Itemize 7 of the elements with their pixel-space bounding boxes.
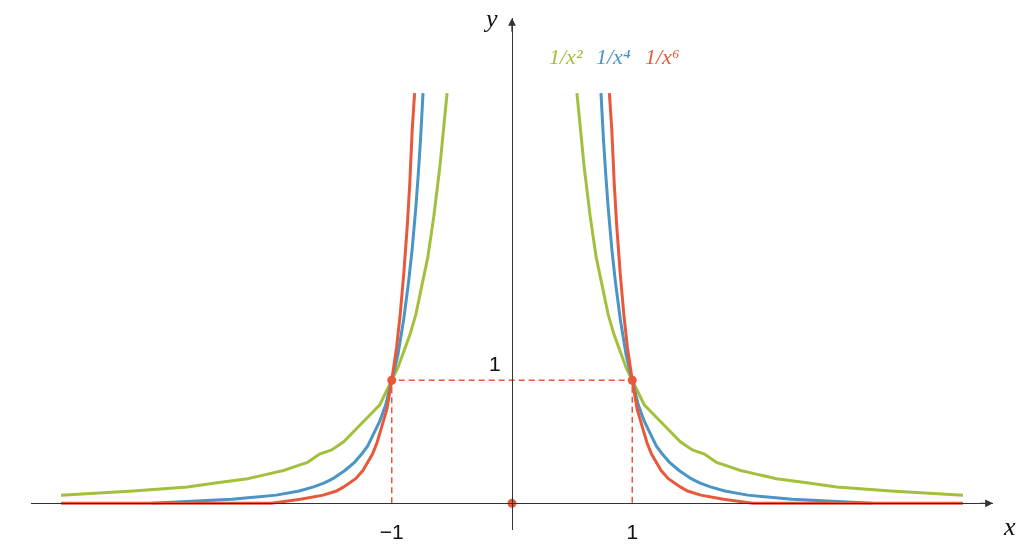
annotation: 1: [489, 352, 501, 375]
x-axis-title: x: [1003, 512, 1016, 541]
series-label: 1/x²: [549, 44, 583, 69]
x-tick-label: −1: [379, 519, 404, 543]
y-axis-title: y: [483, 4, 498, 33]
series-label: 1/x⁶: [645, 44, 680, 69]
series-label: 1/x⁴: [596, 44, 631, 69]
